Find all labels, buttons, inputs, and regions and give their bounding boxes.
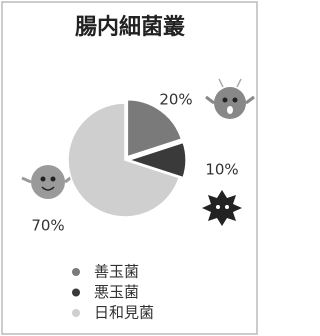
legend-label: 悪玉菌 bbox=[94, 283, 139, 301]
value-label: 10% bbox=[205, 161, 238, 179]
legend-swatch bbox=[72, 309, 80, 317]
value-label: 20% bbox=[159, 91, 192, 109]
legend-swatch bbox=[72, 268, 80, 276]
legend-label: 善玉菌 bbox=[94, 263, 139, 281]
chart-title: 腸内細菌叢 bbox=[75, 14, 185, 40]
value-label: 70% bbox=[31, 217, 64, 235]
legend-swatch bbox=[72, 289, 80, 297]
legend-label: 日和見菌 bbox=[94, 304, 154, 322]
